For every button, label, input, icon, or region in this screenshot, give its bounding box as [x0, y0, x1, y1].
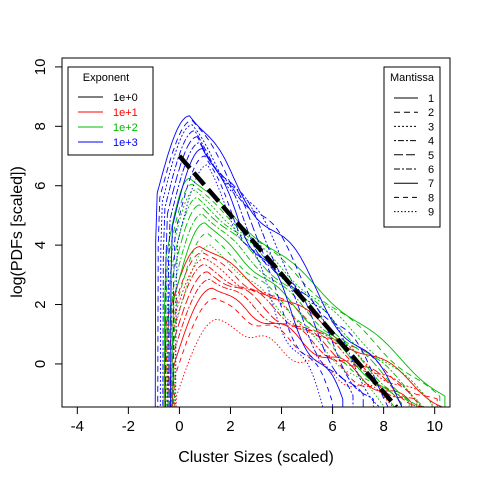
legend-mantissa-label: 5: [428, 150, 434, 162]
series-line: [172, 287, 413, 407]
series-line: [170, 213, 410, 407]
legend-mantissa-label: 2: [428, 107, 434, 119]
series-line: [162, 130, 374, 407]
series-line: [154, 115, 402, 407]
x-axis: -4 -2 0 2 4 6 8 10: [71, 407, 443, 435]
legend-mantissa-label: 7: [428, 178, 434, 190]
x-tick-label: -4: [71, 418, 84, 435]
series-line: [167, 142, 354, 407]
y-axis: 0 2 4 6 8 10: [32, 59, 62, 368]
x-tick-label: 6: [328, 418, 336, 435]
plot-lines: [154, 115, 446, 407]
series-line: [173, 244, 386, 407]
series-line: [164, 136, 364, 407]
legend-mantissa-label: 9: [428, 207, 434, 219]
legend-exponent-box: [67, 66, 154, 156]
reference-line: [177, 154, 399, 407]
series-line: [173, 298, 405, 407]
x-tick-label: 10: [426, 418, 443, 435]
legend-exponent-label: 1e+2: [113, 122, 138, 134]
legend-exponent-items: 1e+0 1e+1 1e+2 1e+3: [78, 92, 138, 149]
legend-mantissa-label: 3: [428, 121, 434, 133]
series-line: [170, 278, 418, 407]
x-axis-title: Cluster Sizes (scaled): [178, 449, 334, 466]
y-tick-label: 0: [32, 360, 49, 368]
series-line: [157, 119, 389, 407]
series-line: [170, 148, 344, 407]
legend-exponent-title: Exponent: [83, 72, 129, 84]
x-tick-label: 2: [226, 418, 234, 435]
series-line: [169, 271, 423, 407]
legend-mantissa-label: 4: [428, 136, 434, 148]
legend-mantissa-title: Mantissa: [390, 72, 435, 84]
legend-exponent-label: 1e+3: [113, 137, 138, 149]
x-tick-label: 4: [277, 418, 285, 435]
series-line: [163, 177, 446, 407]
y-tick-label: 2: [32, 300, 49, 308]
legend-exponent: Exponent 1e+0 1e+1 1e+2 1e+3: [67, 66, 154, 156]
y-tick-label: 8: [32, 122, 49, 130]
y-axis-title: log(PDFs [scaled]): [9, 166, 26, 298]
legend-mantissa-label: 1: [428, 93, 434, 105]
legend-mantissa-label: 6: [428, 164, 434, 176]
legend-mantissa-items: 1 2 3 4 5 6 7 8 9: [394, 93, 434, 219]
series-line: [172, 232, 395, 407]
legend-exponent-label: 1e+1: [113, 107, 138, 119]
y-tick-label: 4: [32, 241, 49, 249]
series-line: [163, 246, 443, 407]
y-tick-label: 6: [32, 182, 49, 190]
x-tick-label: 0: [175, 418, 183, 435]
series-line: [166, 258, 433, 407]
series-line: [166, 189, 433, 407]
y-tick-label: 10: [32, 59, 49, 76]
legend-mantissa-label: 8: [428, 192, 434, 204]
x-tick-label: 8: [379, 418, 387, 435]
legend-exponent-label: 1e+0: [113, 92, 138, 104]
x-tick-label: -2: [122, 418, 135, 435]
series-layer: [154, 115, 446, 407]
series-line: [165, 183, 441, 407]
series-line: [167, 197, 425, 407]
series-line: [171, 222, 402, 407]
plot-frame: [61, 57, 451, 408]
legend-mantissa: Mantissa 1 2 3 4 5 6 7 8 9: [383, 66, 441, 228]
series-line: [168, 204, 418, 407]
legend-mantissa-box: [383, 66, 441, 228]
